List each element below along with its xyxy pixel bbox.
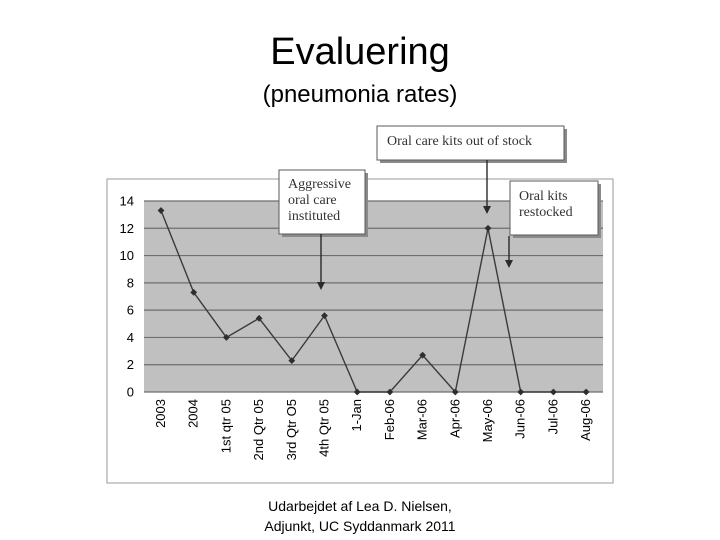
callout-arrow-head bbox=[317, 282, 325, 290]
data-point bbox=[288, 357, 296, 365]
x-tick-label: 2004 bbox=[186, 399, 201, 428]
data-point bbox=[353, 388, 361, 396]
callout-text: instituted bbox=[288, 209, 340, 224]
x-tick-label: May-06 bbox=[480, 399, 495, 442]
callout-text: Oral care kits out of stock bbox=[387, 134, 532, 149]
y-tick-label: 4 bbox=[127, 330, 134, 345]
y-tick-label: 6 bbox=[127, 303, 134, 318]
x-tick-label: Aug-06 bbox=[578, 399, 593, 441]
data-point bbox=[386, 388, 394, 396]
footer-line-2: Adjunkt, UC Syddanmark 2011 bbox=[264, 518, 456, 534]
y-tick-label: 2 bbox=[127, 357, 134, 372]
y-axis-ticks: 0 2 4 6 8 10 12 14 bbox=[120, 194, 134, 400]
slide-title: Evaluering bbox=[270, 31, 450, 73]
series-layer bbox=[157, 207, 590, 396]
y-tick-label: 8 bbox=[127, 275, 134, 290]
x-tick-label: Jul-06 bbox=[545, 399, 560, 434]
x-axis-ticks: 2003 2004 1st qtr 05 2nd Qtr 05 3rd Qtr O5 4t… bbox=[153, 399, 593, 460]
y-tick-label: 14 bbox=[120, 194, 134, 209]
x-tick-label: 4th Qtr 05 bbox=[317, 399, 332, 457]
x-tick-label: 2003 bbox=[153, 399, 168, 428]
data-point bbox=[190, 289, 198, 296]
callout-box bbox=[509, 180, 599, 236]
data-point bbox=[582, 388, 590, 396]
callout-arrow-head bbox=[505, 260, 513, 268]
x-tick-label: Apr-06 bbox=[447, 399, 462, 438]
x-tick-label: 1-Jan bbox=[349, 399, 364, 432]
x-tick-label: 2nd Qtr 05 bbox=[251, 399, 266, 460]
x-tick-label: 3rd Qtr O5 bbox=[284, 399, 299, 460]
x-tick-label: Jun-06 bbox=[513, 399, 528, 439]
callout-text: restocked bbox=[519, 205, 573, 220]
y-tick-label: 0 bbox=[127, 385, 134, 400]
footer-line-1: Udarbejdet af Lea D. Nielsen, bbox=[268, 498, 452, 514]
data-point bbox=[451, 388, 459, 396]
x-tick-label: Feb-06 bbox=[382, 399, 397, 440]
footer-credit: Udarbejdet af Lea D. Nielsen, Adjunkt, U… bbox=[0, 496, 720, 536]
slide-subtitle: (pneumonia rates) bbox=[262, 81, 458, 108]
callout: Oral care kits out of stock bbox=[376, 125, 567, 214]
y-tick-label: 10 bbox=[120, 248, 134, 263]
callout-text: Oral kits bbox=[519, 189, 568, 204]
callouts: Oral care kits out of stock Aggressiveora… bbox=[278, 125, 601, 290]
data-point bbox=[419, 351, 426, 359]
callout-arrow-head bbox=[483, 206, 491, 214]
data-point bbox=[223, 334, 230, 341]
y-tick-label: 12 bbox=[120, 221, 134, 236]
data-point bbox=[157, 207, 165, 214]
callout-text: oral care bbox=[288, 193, 337, 208]
data-point bbox=[321, 312, 328, 319]
data-point bbox=[255, 314, 263, 322]
x-tick-label: 1st qtr 05 bbox=[218, 399, 233, 453]
data-point bbox=[484, 224, 492, 232]
data-point bbox=[517, 388, 525, 396]
callout-box bbox=[376, 125, 565, 161]
callout-box bbox=[278, 169, 366, 235]
data-point bbox=[550, 388, 557, 396]
series-line bbox=[160, 210, 587, 394]
x-tick-label: Mar-06 bbox=[415, 399, 430, 440]
callout-text: Aggressive bbox=[288, 177, 351, 192]
